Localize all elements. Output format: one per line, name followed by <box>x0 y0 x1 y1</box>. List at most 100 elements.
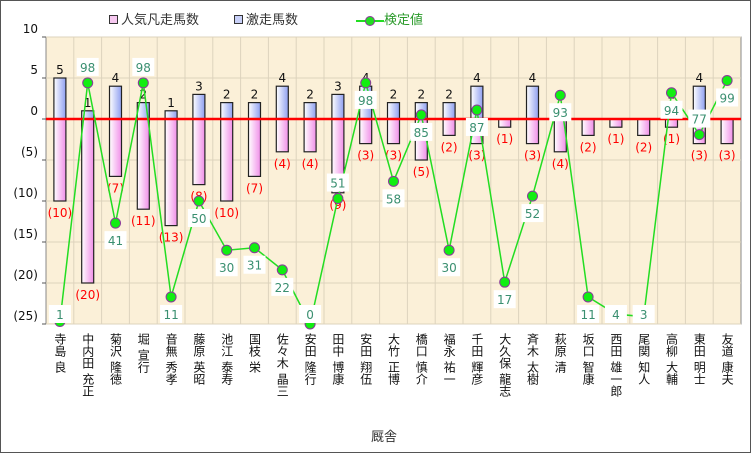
x-axis-label: 斉木 太樹 <box>525 333 540 385</box>
line-label-bg <box>493 290 516 309</box>
x-axis-label: 大竹 正博 <box>386 333 401 385</box>
y-tick-label: (20) <box>13 268 38 282</box>
line-label-bg <box>716 88 739 107</box>
legend-item-line: 検定値 <box>356 9 423 28</box>
bar-neg-label: (10) <box>48 206 73 220</box>
line-label-bg <box>160 304 183 323</box>
x-axis-label: 尾関 知人 <box>636 333 651 385</box>
x-axis-label: 高柳 大輔 <box>664 333 679 385</box>
bar-neg-label: (2) <box>580 140 597 154</box>
line-label-bg <box>215 258 238 277</box>
bar-neg-label: (2) <box>441 140 458 154</box>
line-point <box>471 104 483 116</box>
line-label-bg <box>187 209 210 227</box>
line-point <box>193 195 205 207</box>
line-label-bg <box>604 305 627 323</box>
line-label-bg <box>299 305 322 323</box>
line-point-label: 11 <box>580 308 595 322</box>
line-point-label: 99 <box>719 91 734 105</box>
y-tick-label: (10) <box>13 186 38 200</box>
bar-neg <box>164 118 178 227</box>
bar-neg <box>136 118 150 210</box>
x-axis-label: 大久保 龍志 <box>497 333 512 397</box>
line-point-label: 85 <box>414 126 429 140</box>
bar-neg <box>247 118 262 178</box>
line-label-bg <box>354 90 377 109</box>
y-tick-label: 5 <box>30 63 38 77</box>
bar-neg <box>442 118 456 136</box>
line-label-bg <box>577 304 600 323</box>
bar-pos <box>247 101 262 120</box>
legend-line-icon <box>356 15 384 26</box>
x-axis-label: 藤原 英昭 <box>191 333 206 385</box>
bar-neg <box>53 118 67 202</box>
legend-pos-swatch <box>234 15 243 24</box>
line-point-label: 93 <box>553 106 568 120</box>
line-point <box>221 244 233 256</box>
line-point-label: 87 <box>469 121 484 135</box>
x-axis-label: 安田 隆行 <box>303 333 318 385</box>
bar-pos <box>331 93 345 120</box>
bar-neg <box>303 118 317 153</box>
bar-neg <box>525 118 540 145</box>
line-point <box>137 77 149 89</box>
line-point-label: 30 <box>441 261 456 275</box>
x-axis-label: 中内田 充正 <box>80 333 95 397</box>
bar-pos-label: 1 <box>167 96 175 110</box>
line-point <box>443 244 455 256</box>
x-axis-label: 池江 泰寿 <box>219 333 234 385</box>
bar-pos <box>275 85 289 120</box>
line-label-bg <box>104 231 127 250</box>
bar-neg-label: (3) <box>385 149 402 163</box>
legend-neg-swatch <box>109 15 118 24</box>
bar-pos-label: 3 <box>334 79 342 93</box>
bar-pos-label: 2 <box>417 88 425 102</box>
y-tick-label: (15) <box>13 227 38 241</box>
bar-pos-label: 4 <box>529 71 537 85</box>
x-axis-label: 橋口 慎介 <box>414 333 429 385</box>
x-axis-label: 菊沢 隆徳 <box>108 333 123 385</box>
bar-neg-label: (3) <box>524 149 541 163</box>
bar-pos <box>303 101 317 120</box>
line-label-bg <box>271 277 294 296</box>
bar-neg <box>386 118 401 145</box>
line-point-label: 58 <box>386 192 401 206</box>
x-axis-label: 寺島 良 <box>52 333 67 373</box>
line-label-bg <box>326 173 349 192</box>
bar-neg-label: (1) <box>607 132 624 146</box>
bar-neg <box>637 118 651 136</box>
line-point <box>249 242 260 254</box>
bar-pos-label: 5 <box>56 63 64 77</box>
line-label-bg <box>76 57 99 76</box>
line-point <box>499 276 511 288</box>
bar-neg <box>192 118 206 186</box>
bar-neg-label: (3) <box>357 149 374 163</box>
bar-pos-label: 2 <box>306 88 314 102</box>
line-point-label: 98 <box>136 61 151 75</box>
line-point-label: 22 <box>275 281 290 295</box>
bar-neg-label: (2) <box>635 140 652 154</box>
bar-pos <box>53 77 67 120</box>
bar-pos-label: 4 <box>695 71 703 85</box>
bar-neg-label: (20) <box>75 288 100 302</box>
bar-neg <box>220 118 234 202</box>
bar-pos <box>386 101 401 120</box>
bar-pos-label: 2 <box>251 88 259 102</box>
bar-pos <box>108 85 123 120</box>
line-point <box>388 175 399 187</box>
line-label-bg <box>632 305 655 323</box>
line-point-label: 94 <box>664 104 679 118</box>
legend-item-neg: 人気凡走馬数 <box>109 9 199 28</box>
y-tick-label: 0 <box>30 104 38 118</box>
line-point <box>721 74 733 86</box>
line-point-label: 98 <box>358 94 373 108</box>
bar-neg <box>359 118 373 145</box>
bar-neg-label: (11) <box>131 214 156 228</box>
bar-neg <box>81 118 95 284</box>
line-point-label: 31 <box>247 259 262 273</box>
line-label-bg <box>521 204 544 223</box>
line-point <box>527 190 538 202</box>
x-axis-label: 堀 宣行 <box>136 333 151 373</box>
legend-line-label: 検定値 <box>384 13 424 28</box>
